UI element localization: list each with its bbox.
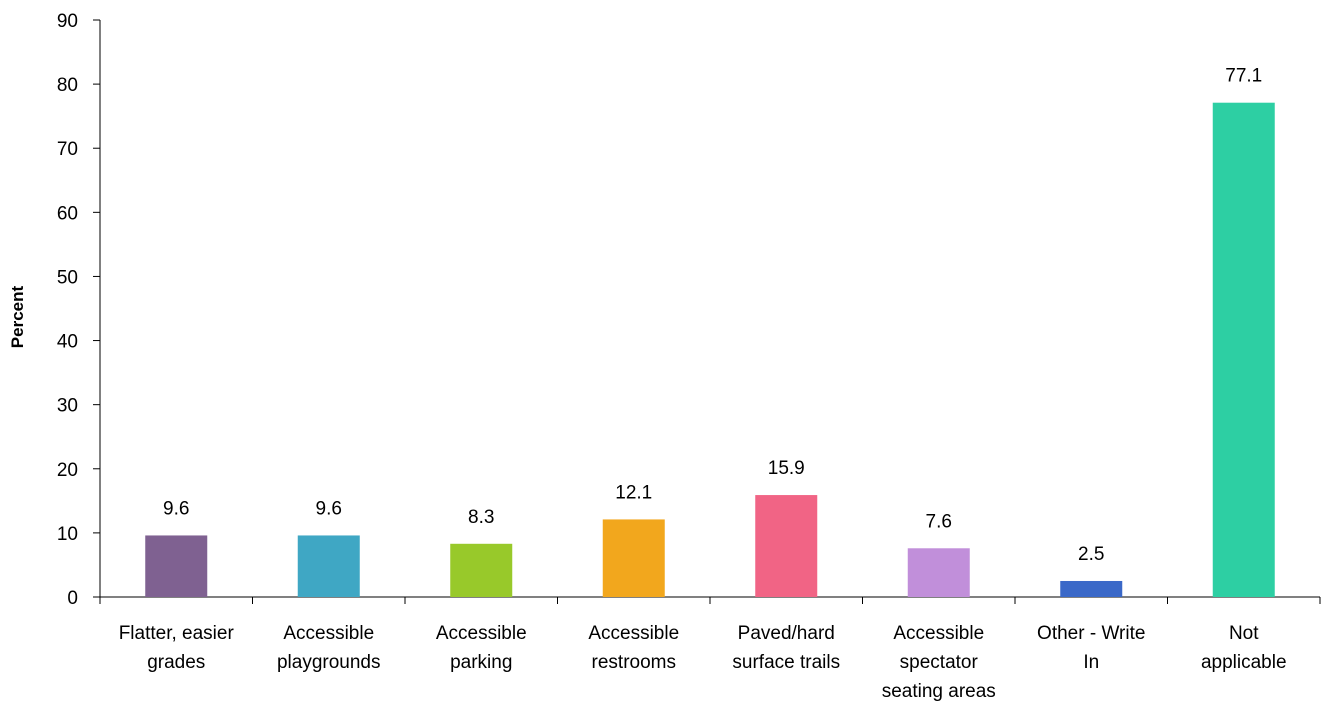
y-axis: 0 10 20 30 40 50 60 70 80 90 <box>57 11 101 609</box>
category-labels: Flatter, easier grades Accessible playgroun… <box>119 623 1287 702</box>
x-tick-label: Not applicable <box>1201 623 1287 673</box>
data-label: 7.6 <box>926 511 952 532</box>
x-tick-label-line: playgrounds <box>277 652 381 673</box>
y-tick-label: 10 <box>57 524 78 545</box>
bar <box>755 495 818 597</box>
x-tick-label-line: Accessible <box>893 623 984 644</box>
x-tick-label-line: Accessible <box>588 623 679 644</box>
x-tick-label-line: Other - Write <box>1037 623 1145 644</box>
y-tick-label: 50 <box>57 267 78 288</box>
x-tick-label-line: Not <box>1229 623 1259 644</box>
data-label: 9.6 <box>163 498 189 519</box>
x-axis <box>99 596 1321 604</box>
data-label: 2.5 <box>1078 544 1104 565</box>
y-tick-label: 0 <box>67 588 78 609</box>
bar <box>1060 580 1123 597</box>
x-tick-label: Accessible parking <box>436 623 527 673</box>
data-label: 77.1 <box>1225 66 1262 87</box>
y-tick-label: 90 <box>57 11 78 32</box>
x-tick-label-line: restrooms <box>592 652 676 673</box>
x-tick-label-line: applicable <box>1201 652 1287 673</box>
bar <box>1212 102 1275 597</box>
x-tick-label: Flatter, easier grades <box>119 623 235 673</box>
x-tick-label-line: Flatter, easier <box>119 623 235 644</box>
x-tick-label-line: seating areas <box>882 681 996 702</box>
y-tick-label: 70 <box>57 139 78 160</box>
data-label: 8.3 <box>468 507 494 528</box>
x-tick-label-line: Accessible <box>436 623 527 644</box>
y-axis-title: Percent <box>8 285 27 348</box>
x-tick-label: Accessible playgrounds <box>277 623 381 673</box>
x-tick-label-line: Paved/hard <box>738 623 835 644</box>
bars <box>145 102 1275 597</box>
x-tick-label: Accessible spectator seating areas <box>882 623 996 702</box>
data-label: 9.6 <box>316 498 342 519</box>
data-labels: 9.6 9.6 8.3 12.1 15.9 7.6 2.5 77.1 <box>163 66 1262 565</box>
x-tick-label: Paved/hard surface trails <box>732 623 840 673</box>
x-tick-label-line: Accessible <box>283 623 374 644</box>
x-tick-label-line: In <box>1083 652 1099 673</box>
bar <box>907 548 970 597</box>
bar <box>297 535 360 597</box>
y-tick-label: 60 <box>57 203 78 224</box>
bar <box>145 535 208 597</box>
x-tick-label-line: surface trails <box>732 652 840 673</box>
x-tick-label: Accessible restrooms <box>588 623 679 673</box>
x-tick-label-line: grades <box>147 652 205 673</box>
y-tick-label: 80 <box>57 75 78 96</box>
x-tick-label-line: spectator <box>900 652 979 673</box>
y-tick-label: 30 <box>57 396 78 417</box>
bar <box>602 519 665 597</box>
bar <box>450 543 513 597</box>
data-label: 15.9 <box>768 458 805 479</box>
y-tick-label: 40 <box>57 332 78 353</box>
data-label: 12.1 <box>615 482 652 503</box>
x-tick-label-line: parking <box>450 652 512 673</box>
y-tick-label: 20 <box>57 460 78 481</box>
x-tick-label: Other - Write In <box>1037 623 1145 673</box>
